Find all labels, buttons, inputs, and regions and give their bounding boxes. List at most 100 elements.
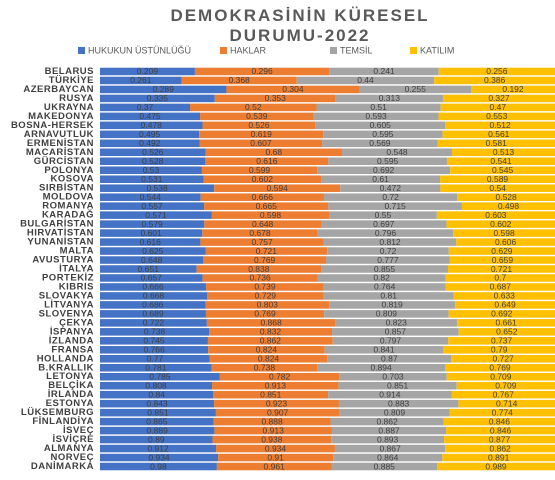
bar-segment (437, 462, 555, 471)
data-label: 0.53 (143, 165, 160, 175)
data-label: 0.528 (142, 156, 164, 166)
data-label: 0.589 (487, 174, 509, 184)
bar-segment (100, 229, 203, 237)
data-label: 0.84 (148, 389, 165, 399)
data-label: 0.619 (251, 129, 273, 139)
bar-segment (436, 211, 555, 219)
bar-segment (100, 148, 206, 157)
y-tick-label: TÜRKİYE (49, 75, 94, 86)
legend-label: KATILIM (420, 45, 454, 55)
bar-segment (440, 103, 555, 112)
bar-segment (211, 363, 318, 372)
bar-segment (100, 130, 200, 139)
data-label: 0.72 (382, 192, 399, 202)
y-tick-label: RUSYA (59, 93, 94, 104)
bar-segment (446, 220, 555, 228)
bar-segment (100, 390, 214, 399)
data-label: 0.98 (150, 461, 167, 471)
data-label: 0.289 (153, 84, 175, 94)
data-label: 0.652 (496, 327, 518, 337)
data-label: 0.738 (144, 327, 166, 337)
data-label: 0.843 (146, 398, 168, 408)
bar-segment (445, 121, 555, 130)
y-tick-label: YUNANİSTAN (27, 237, 94, 248)
data-label: 0.689 (142, 309, 164, 319)
data-label: 0.774 (492, 407, 514, 417)
bar-segment (434, 76, 555, 85)
data-label: 0.838 (248, 264, 270, 274)
bar-segment (438, 112, 555, 121)
data-label: 0.629 (491, 246, 513, 256)
data-label: 0.61 (372, 174, 389, 184)
data-label: 0.553 (486, 111, 508, 121)
bar-segment (332, 337, 449, 345)
bar-segment (331, 435, 445, 444)
data-label: 0.595 (372, 129, 394, 139)
y-tick-label: MALTA (60, 246, 94, 257)
bar-segment (206, 283, 324, 291)
bar-segment (100, 166, 202, 175)
bar-segment (214, 94, 336, 103)
bar-segment (455, 301, 555, 309)
bar-segment (100, 355, 210, 363)
bar-segment (448, 337, 555, 345)
data-label: 0.54 (489, 183, 506, 193)
data-label: 0.605 (370, 120, 392, 130)
data-label: 0.668 (143, 291, 165, 301)
data-label: 0.912 (147, 443, 169, 453)
bar-segment (339, 372, 447, 381)
data-label: 0.934 (148, 452, 170, 462)
data-label: 0.472 (380, 183, 402, 193)
y-tick-label: POLONYA (44, 165, 94, 176)
bar-segment (100, 399, 215, 408)
bar-segment (212, 381, 339, 390)
bar-segment (313, 112, 439, 121)
data-label: 0.602 (490, 219, 512, 229)
y-tick-label: DANİMARKA (31, 461, 94, 472)
bar-segment (325, 256, 450, 264)
data-label: 0.777 (377, 255, 399, 265)
bar-segment (445, 363, 555, 372)
data-label: 0.492 (139, 138, 161, 148)
data-label: 0.386 (484, 75, 506, 85)
bar-segment (196, 265, 322, 273)
bar-segment (453, 292, 555, 300)
data-label: 0.87 (381, 354, 398, 364)
bar-segment (327, 355, 452, 363)
bar-segment (323, 238, 457, 246)
data-label: 0.893 (377, 434, 399, 444)
bar-segment (437, 139, 555, 148)
bar-segment (100, 319, 207, 327)
bar-segment (100, 292, 208, 300)
data-label: 0.666 (252, 192, 274, 202)
data-label: 0.737 (491, 336, 513, 346)
y-tick-label: BELARUS (45, 66, 94, 77)
bar-segment (100, 247, 206, 255)
bar-segment (205, 310, 325, 318)
bar-segment (204, 202, 329, 210)
data-label: 0.651 (138, 264, 160, 274)
bar-segment (451, 390, 555, 399)
bar-segment (219, 372, 340, 381)
data-label: 0.548 (386, 147, 408, 157)
bar-segment (321, 175, 441, 183)
y-tick-label: İZLANDA (49, 335, 94, 346)
bar-segment (208, 346, 325, 354)
data-label: 0.557 (141, 201, 163, 211)
bar-segment (205, 301, 330, 309)
legend-label: HAKLAR (230, 45, 267, 55)
data-label: 0.665 (256, 201, 278, 211)
bar-segment (448, 247, 555, 255)
bar-segment (447, 157, 555, 166)
bar-segment (449, 408, 555, 417)
data-label: 0.581 (486, 138, 508, 148)
data-label: 0.649 (494, 300, 516, 310)
bar-segment (329, 301, 456, 309)
data-label: 0.832 (260, 327, 282, 337)
legend-swatch (410, 47, 417, 54)
bar-segment (443, 346, 555, 354)
bar-segment (100, 94, 215, 103)
data-label: 0.855 (374, 264, 396, 274)
data-label: 0.721 (491, 264, 513, 274)
data-label: 0.914 (379, 389, 401, 399)
